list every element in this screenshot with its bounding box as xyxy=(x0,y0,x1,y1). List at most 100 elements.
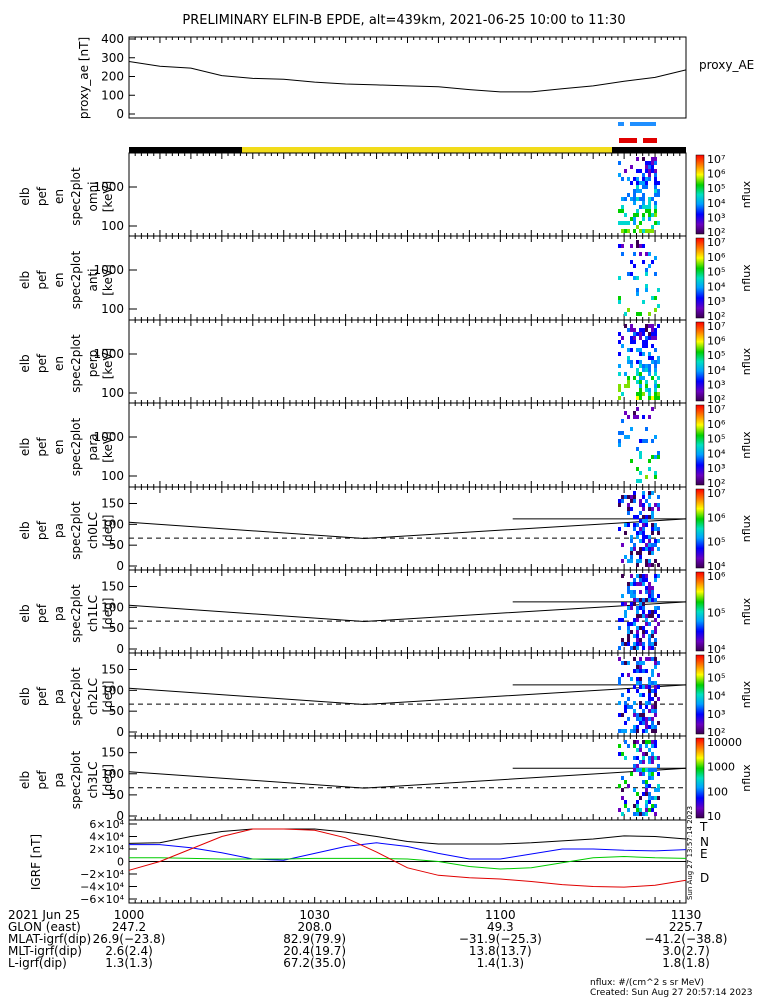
flux-pixel-ch2LC xyxy=(639,669,642,673)
ylabel-perp: [keV] xyxy=(101,348,115,379)
flux-pixel-ch3LC xyxy=(621,796,624,800)
flux-pixel-omni xyxy=(639,181,642,185)
flux-pixel-anti xyxy=(639,312,642,316)
flux-pixel-ch2LC xyxy=(633,725,636,729)
flux-pixel-ch0LC xyxy=(651,515,654,519)
flux-pixel-ch1LC xyxy=(636,574,639,578)
flux-pixel-para xyxy=(654,435,657,439)
flux-pixel-ch0LC xyxy=(636,535,639,539)
colorbar-tick-omni: 10⁴ xyxy=(707,197,726,210)
flux-pixel-anti xyxy=(624,312,627,316)
ephemeris-value: 82.9(79.9) xyxy=(283,932,346,946)
flux-pixel-ch0LC xyxy=(654,503,657,507)
flux-pixel-ch1LC xyxy=(642,598,645,602)
flux-pixel-ch0LC xyxy=(624,495,627,499)
flux-pixel-anti xyxy=(618,276,621,280)
colorbar-tick-para: 10³ xyxy=(707,462,725,475)
flux-pixel-anti xyxy=(654,272,657,276)
flux-pixel-ch2LC xyxy=(636,713,639,717)
flux-pixel-perp xyxy=(624,384,627,388)
flux-pixel-ch1LC xyxy=(639,626,642,630)
ylabel-perp: perp xyxy=(86,350,100,378)
ephemeris-value: 49.3 xyxy=(487,920,514,934)
flux-pixel-ch0LC xyxy=(642,515,645,519)
flux-pixel-omni xyxy=(651,229,654,233)
flux-pixel-ch3LC xyxy=(645,812,648,816)
ylabel-omni: en xyxy=(52,189,66,204)
flux-pixel-ch2LC xyxy=(618,729,621,733)
flux-pixel-perp xyxy=(624,372,627,376)
flux-pixel-ch1LC xyxy=(630,590,633,594)
flux-pixel-omni xyxy=(621,221,624,225)
flux-pixel-ch1LC xyxy=(645,618,648,622)
flux-pixel-omni xyxy=(639,205,642,209)
flux-pixel-ch1LC xyxy=(645,622,648,626)
panel-frame-perp xyxy=(128,319,687,404)
flux-pixel-anti xyxy=(645,288,648,292)
flux-pixel-ch2LC xyxy=(654,725,657,729)
flux-pixel-ch2LC xyxy=(624,705,627,709)
flux-pixel-omni xyxy=(654,201,657,205)
flux-pixel-omni xyxy=(633,213,636,217)
ephemeris-value: 67.2(35.0) xyxy=(283,956,346,970)
colorbar-tick-ch1LC: 10⁴ xyxy=(707,643,726,656)
flux-pixel-ch2LC xyxy=(657,673,660,677)
flux-pixel-ch1LC xyxy=(648,614,651,618)
flux-pixel-ch1LC xyxy=(651,646,654,650)
flux-pixel-ch0LC xyxy=(621,499,624,503)
flux-pixel-perp xyxy=(618,332,621,336)
flux-pixel-para xyxy=(624,435,627,439)
flux-pixel-ch2LC xyxy=(651,705,654,709)
flux-pixel-omni xyxy=(654,161,657,165)
flux-pixel-para xyxy=(621,431,624,435)
ytick-label-igrf: −2×10⁴ xyxy=(80,868,124,881)
flux-pixel-ch0LC xyxy=(645,499,648,503)
flux-pixel-ch1LC xyxy=(618,646,621,650)
flux-pixel-omni xyxy=(621,209,624,213)
flux-pixel-ch3LC xyxy=(636,792,639,796)
flux-pixel-ch3LC xyxy=(633,764,636,768)
flux-pixel-perp xyxy=(654,380,657,384)
flux-pixel-omni xyxy=(642,229,645,233)
flux-pixel-ch1LC xyxy=(633,634,636,638)
flux-pixel-ch3LC xyxy=(648,740,651,744)
ylabel-proxy-ae: proxy_ae [nT] xyxy=(77,37,91,119)
flux-pixel-ch2LC xyxy=(654,713,657,717)
flux-pixel-perp xyxy=(654,392,657,396)
flux-pixel-omni xyxy=(651,225,654,229)
flux-pixel-omni xyxy=(624,169,627,173)
flux-pixel-omni xyxy=(642,217,645,221)
flux-pixel-omni xyxy=(624,197,627,201)
flux-pixel-ch1LC xyxy=(630,574,633,578)
flux-pixel-ch1LC xyxy=(636,606,639,610)
ylabel-anti: elb xyxy=(18,271,32,289)
ytick-label-ch2LC: 100 xyxy=(101,683,124,697)
flux-pixel-omni xyxy=(642,157,645,161)
flux-pixel-ch2LC xyxy=(642,721,645,725)
ephemeris-value: 1.4(1.3) xyxy=(477,956,525,970)
flux-pixel-ch0LC xyxy=(621,543,624,547)
flux-pixel-ch2LC xyxy=(633,713,636,717)
flux-pixel-ch3LC xyxy=(633,804,636,808)
flux-pixel-omni xyxy=(642,193,645,197)
ytick-label-ch2LC: 0 xyxy=(116,725,124,739)
flux-pixel-ch0LC xyxy=(627,495,630,499)
flux-pixel-ch1LC xyxy=(642,578,645,582)
flux-pixel-ch0LC xyxy=(645,515,648,519)
flux-pixel-ch1LC xyxy=(636,582,639,586)
flux-pixel-ch0LC xyxy=(621,559,624,563)
flux-pixel-ch3LC xyxy=(657,784,660,788)
flux-pixel-perp xyxy=(639,376,642,380)
flux-pixel-ch3LC xyxy=(654,756,657,760)
ylabel-ch0LC: ch0LC xyxy=(86,512,100,549)
flux-pixel-para xyxy=(642,439,645,443)
flux-pixel-ch3LC xyxy=(645,788,648,792)
flux-pixel-ch1LC xyxy=(627,586,630,590)
flux-pixel-ch0LC xyxy=(654,539,657,543)
flux-pixel-ch2LC xyxy=(639,681,642,685)
flux-pixel-ch1LC xyxy=(657,622,660,626)
flux-pixel-perp xyxy=(618,372,621,376)
flux-pixel-ch2LC xyxy=(627,697,630,701)
ylabel-ch0LC: pa xyxy=(52,523,66,538)
flux-pixel-ch3LC xyxy=(651,740,654,744)
